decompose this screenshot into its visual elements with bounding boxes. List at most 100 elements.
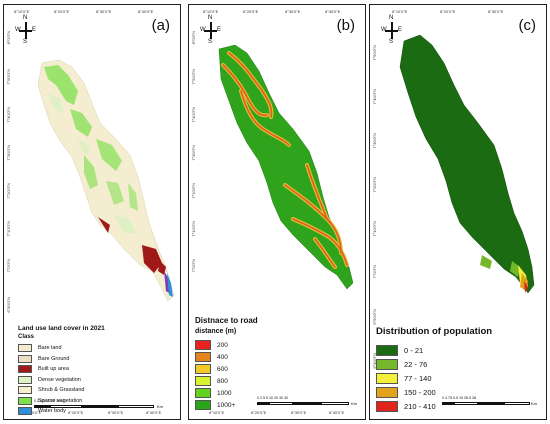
legend-label: Water body (38, 408, 66, 415)
lon-label: 8°20'0"E (243, 9, 259, 14)
legend-label: Built up area (38, 366, 69, 373)
legend-label: 0 - 21 (404, 345, 424, 355)
scale-segment (118, 405, 154, 408)
lat-label: 8°0'0"N (191, 31, 196, 45)
legend-title: Distnace to road (195, 316, 258, 325)
north-arrow: N S W E (15, 15, 37, 49)
legend-item: 150 - 200 (376, 385, 492, 399)
road-distance-panel: N S W E (b) 8°10'0"E 8°20'0"E 8°30'0"E 8… (188, 4, 366, 420)
legend-title: Land use land cover in 2021 (18, 325, 105, 332)
legend-item: 0 - 21 (376, 343, 492, 357)
scale-segment (50, 405, 82, 408)
lat-label: 7°30'0"N (191, 145, 196, 161)
legend-label: Shrub & Grassland (38, 387, 85, 394)
legend-label: Sparse vegetation (38, 397, 83, 404)
legend-item: 600 (195, 363, 258, 375)
legend-item: Shrub & Grassland (18, 385, 105, 396)
lon-label: 8°30'0"E (488, 9, 504, 14)
lat-label: 7°40'0"N (372, 89, 377, 105)
legend-item: Bare Ground (18, 354, 105, 365)
lon-label: 8°30'0"E (108, 410, 124, 415)
lulc-legend: Land use land cover in 2021 Class Bare l… (18, 325, 105, 417)
scale-unit: Km (531, 401, 537, 406)
lat-label: 7°20'0"N (191, 183, 196, 199)
legend-item: Water body (18, 406, 105, 417)
legend-item: 77 - 140 (376, 371, 492, 385)
lon-label: 8°30'0"E (285, 9, 301, 14)
lat-label: 7°10'0"N (372, 221, 377, 237)
legend-swatch (376, 358, 398, 370)
legend-label: Dense vegetation (38, 376, 81, 383)
legend-swatch (195, 388, 211, 398)
legend-label: 800 (217, 377, 228, 385)
west-label: W (381, 27, 387, 33)
legend-label: 150 - 200 (404, 387, 436, 397)
lon-label: 8°30'0"E (96, 9, 112, 14)
scale-segment (442, 402, 454, 405)
legend-item: 22 - 76 (376, 357, 492, 371)
legend-swatch (376, 372, 398, 384)
north-label: N (208, 15, 213, 21)
lon-label: 8°40'0"E (329, 410, 345, 415)
legend-label: Bare land (38, 345, 62, 352)
lat-label: 7°50'0"N (6, 69, 11, 85)
east-label: E (217, 27, 222, 33)
scale-segment (269, 402, 293, 405)
scale-segment (454, 402, 478, 405)
legend-label: 1000 (217, 389, 232, 397)
north-arrow-horizontal (385, 30, 398, 32)
legend-subtitle: Class (18, 334, 35, 340)
scale-segment (504, 402, 530, 405)
scale-bar: 0 2.5 5 10 20 30 40 Km (34, 399, 164, 413)
lon-label: 8°40'0"E (138, 9, 154, 14)
population-panel: N S W E (c) 8°10'0"E 8°20'0"E 8°30'0"E 7… (369, 4, 547, 420)
lon-label: 8°10'0"E (14, 9, 30, 14)
east-label: E (32, 27, 37, 33)
lat-label: 7°10'0"N (191, 221, 196, 237)
legend-item: 210 - 410 (376, 399, 492, 413)
legend-swatch (195, 364, 211, 374)
legend-item: Built up area (18, 364, 105, 375)
lat-label: 7°0'0"N (191, 259, 196, 273)
lat-label: 7°50'0"N (191, 69, 196, 85)
north-arrow-horizontal (19, 30, 32, 32)
legend-item: 200 (195, 339, 258, 351)
lon-label: 8°10'0"E (26, 410, 42, 415)
legend-swatch (18, 396, 32, 405)
scale-ticks: 0 4.75 9.5 19 28.5 38 (442, 396, 476, 400)
legend-swatch (195, 400, 211, 410)
lon-label: 8°20'0"E (68, 410, 84, 415)
legend-swatch (195, 352, 211, 362)
legend-swatch (18, 354, 32, 363)
lat-label: 7°20'0"N (372, 177, 377, 193)
lon-label: 8°10'0"E (203, 9, 219, 14)
legend-swatch (18, 344, 32, 353)
legend-item: Dense vegetation (18, 375, 105, 386)
legend-swatch (195, 340, 211, 350)
lat-label: 7°20'0"N (6, 183, 11, 199)
lulc-map-panel: N S W E (a) 8°10'0"E 8°20'0"E 8°30'0"E 8… (3, 4, 181, 420)
scale-segment (321, 402, 349, 405)
scale-segment (293, 402, 321, 405)
legend-swatch (376, 400, 398, 412)
scale-bar: 0 2.5 5 10 20 30 40 Km (257, 396, 357, 410)
legend-label: 400 (217, 353, 228, 361)
legend-title: Distribution of population (376, 326, 493, 337)
south-label: S (23, 39, 28, 45)
lon-label: 8°20'0"E (440, 9, 456, 14)
legend-swatch (195, 376, 211, 386)
population-legend: Distribution of population 0 - 21 22 - 7… (376, 326, 492, 413)
legend-item: 800 (195, 375, 258, 387)
panel-letter: (b) (336, 17, 355, 34)
legend-swatch (18, 375, 32, 384)
legend-item: Sparse vegetation (18, 396, 105, 407)
scale-ticks: 0 2.5 5 10 20 30 40 (34, 399, 65, 403)
panel-letter: (c) (518, 17, 537, 34)
legend-label: 200 (217, 341, 228, 349)
lon-label: 8°40'0"E (146, 410, 162, 415)
legend-swatch (18, 407, 32, 416)
lat-label: 6°50'0"N (372, 309, 377, 325)
scale-bar: 0 4.75 9.5 19 28.5 38 Km (442, 396, 538, 410)
legend-subtitle: distance (m) (195, 328, 237, 335)
legend-swatch (18, 365, 32, 374)
